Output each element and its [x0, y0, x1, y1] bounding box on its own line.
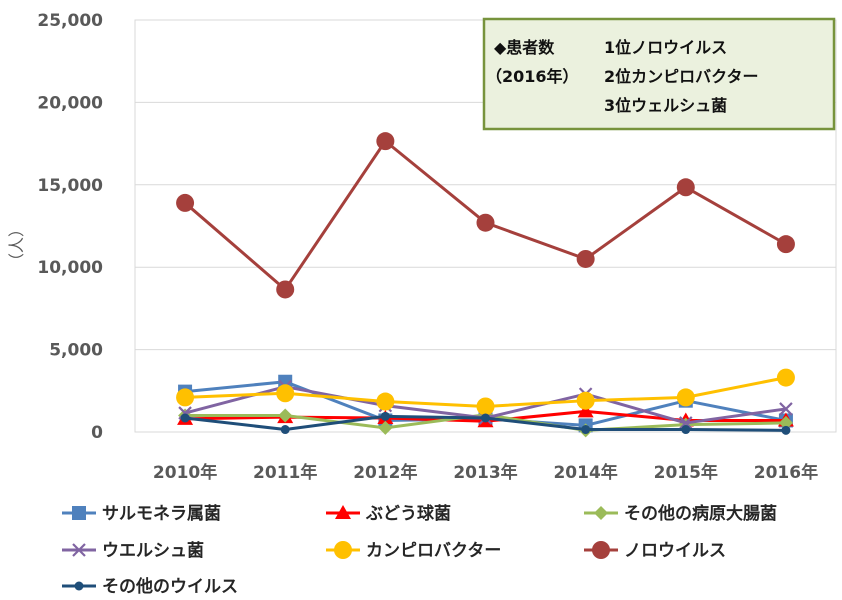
- data-point: [676, 178, 695, 197]
- legend-label: ノロウイルス: [624, 541, 726, 561]
- data-point: [380, 411, 390, 421]
- data-point: [776, 368, 795, 387]
- annotation-rank: 3位ウェルシュ菌: [604, 96, 727, 115]
- series-5: [176, 368, 795, 416]
- legend-marker: [72, 506, 86, 520]
- data-point: [576, 249, 595, 268]
- data-point: [676, 388, 695, 407]
- data-point: [576, 391, 595, 410]
- data-point: [779, 402, 793, 416]
- data-point: [577, 403, 594, 418]
- y-tick-label: 5,000: [49, 341, 103, 361]
- x-tick-label: 2016年: [754, 462, 818, 483]
- data-point: [376, 392, 395, 411]
- y-tick-label: 10,000: [37, 258, 103, 278]
- legend-label: ウエルシュ菌: [102, 541, 204, 561]
- legend-item: その他のウイルス: [62, 576, 238, 597]
- legend-item: カンピロバクター: [326, 541, 501, 561]
- legend-marker: [592, 541, 610, 559]
- legend-label: その他のウイルス: [102, 576, 238, 597]
- annotation-label: ◆患者数: [494, 38, 555, 57]
- x-tick-label: 2011年: [253, 462, 317, 483]
- x-tick-label: 2014年: [553, 462, 617, 483]
- data-point: [278, 408, 293, 423]
- annotation-rank: 1位ノロウイルス: [604, 38, 727, 57]
- y-tick-label: 15,000: [37, 176, 103, 196]
- legend-marker: [594, 506, 608, 520]
- series-7: [180, 411, 791, 435]
- data-point: [781, 425, 791, 435]
- legend-item: ノロウイルス: [584, 541, 726, 561]
- data-point: [581, 425, 591, 435]
- annotation-rank: 2位カンピロバクター: [604, 67, 759, 86]
- legend-item: その他の病原大腸菌: [584, 503, 777, 524]
- annotation-box: ◆患者数 1位ノロウイルス （2016年） 2位カンピロバクター 3位ウェルシュ菌: [482, 17, 836, 131]
- annotation-label: （2016年）: [486, 67, 579, 86]
- annotation-background: [482, 17, 836, 131]
- data-point: [376, 132, 395, 151]
- data-point: [681, 425, 691, 435]
- data-point: [276, 280, 295, 299]
- y-tick-label: 0: [91, 423, 103, 443]
- data-point: [176, 388, 195, 407]
- series-6: [176, 132, 795, 299]
- legend-label: ぶどう球菌: [365, 504, 451, 524]
- data-point: [476, 213, 495, 232]
- legend-item: サルモネラ属菌: [62, 504, 221, 524]
- x-tick-label: 2012年: [353, 462, 417, 483]
- data-point: [778, 415, 793, 430]
- legend-label: その他の病原大腸菌: [624, 503, 777, 524]
- legend-marker: [334, 541, 352, 559]
- data-point: [679, 416, 693, 430]
- legend-label: カンピロバクター: [366, 541, 501, 561]
- x-tick-label: 2013年: [453, 462, 517, 483]
- x-tick-label: 2010年: [153, 462, 217, 483]
- legend-marker: [74, 581, 84, 591]
- data-point: [481, 413, 490, 423]
- legend-marker: [72, 543, 86, 557]
- data-point: [180, 413, 190, 423]
- legend-item: ウエルシュ菌: [62, 541, 204, 561]
- data-point: [378, 420, 393, 435]
- data-point: [476, 397, 495, 416]
- y-axis-label: （人）: [7, 221, 26, 269]
- legend-item: ぶどう球菌: [326, 504, 451, 524]
- x-tick-label: 2015年: [654, 462, 718, 483]
- legend-marker: [335, 505, 351, 519]
- data-point: [176, 193, 195, 212]
- data-point: [280, 425, 290, 435]
- y-tick-label: 20,000: [37, 93, 103, 113]
- data-point: [276, 384, 295, 403]
- legend-label: サルモネラ属菌: [102, 504, 221, 524]
- data-point: [776, 235, 795, 254]
- y-tick-label: 25,000: [37, 11, 103, 31]
